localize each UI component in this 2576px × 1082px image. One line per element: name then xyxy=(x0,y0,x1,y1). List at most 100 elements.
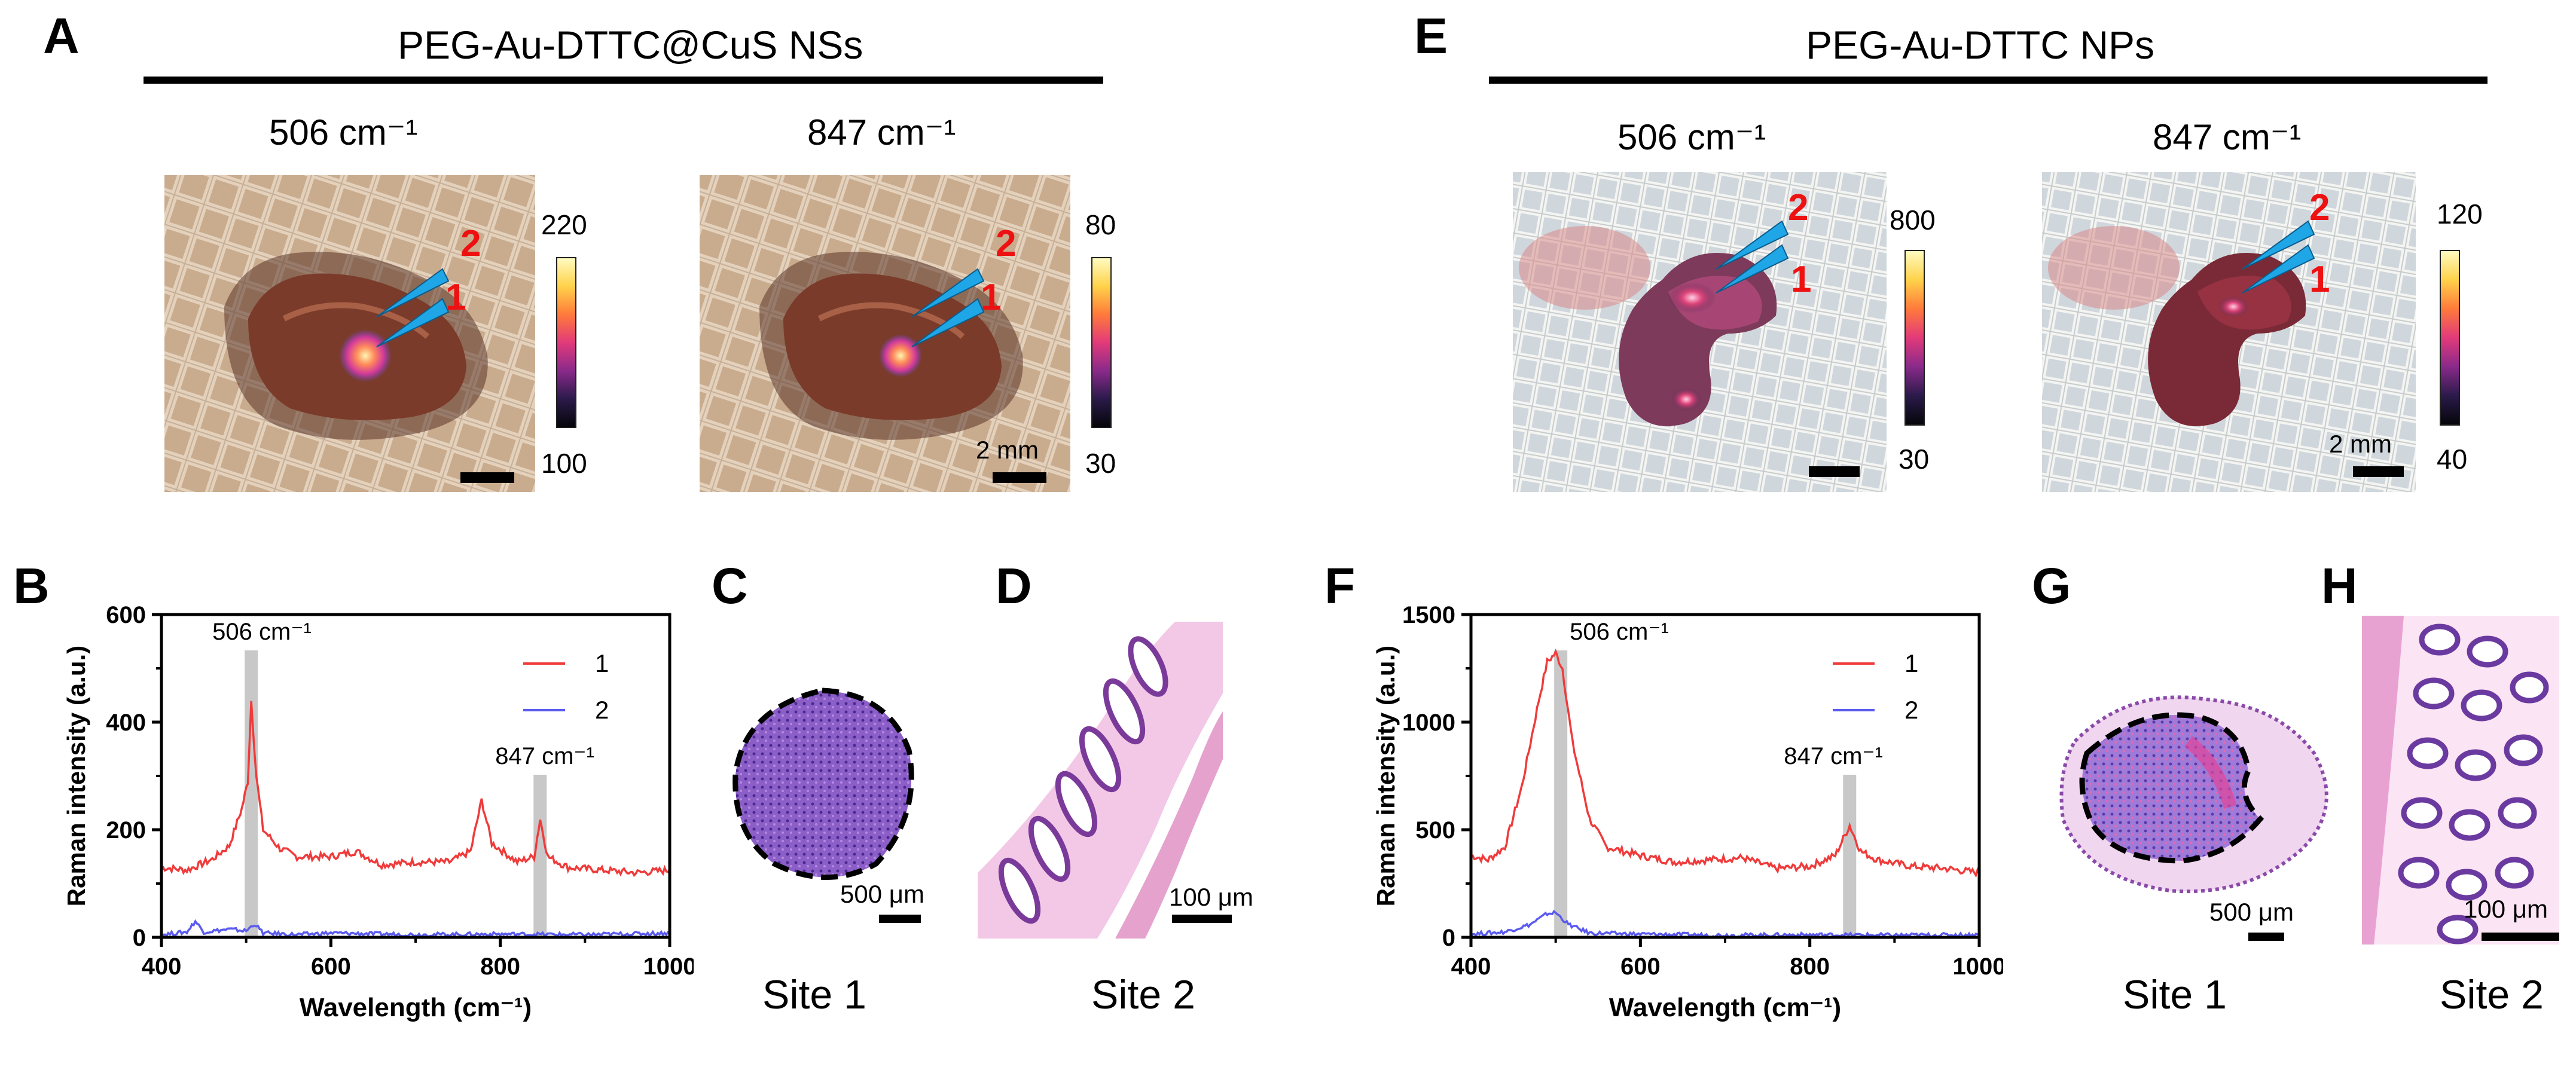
y-tick-label: 600 xyxy=(106,602,146,628)
panel-e-image1-scale-bar xyxy=(1809,466,1860,477)
panel-d-scale-bar xyxy=(1172,915,1232,923)
panel-c-scale-bar xyxy=(879,915,921,923)
panel-label-c: C xyxy=(712,558,748,614)
y-tick-label: 0 xyxy=(1442,925,1455,951)
raman-overlay-photo-e1 xyxy=(1513,172,1887,492)
panel-a-colorbar2-max: 80 xyxy=(1085,209,1116,240)
panel-label-e: E xyxy=(1414,8,1448,64)
panel-a-image2-marker-2: 2 xyxy=(996,223,1017,264)
panel-label-f: F xyxy=(1324,558,1356,614)
panel-g-scale-label: 500 μm xyxy=(2209,898,2294,926)
legend-label-2: 2 xyxy=(1904,696,1918,724)
panel-label-d: D xyxy=(996,558,1032,614)
panel-a-colorbar1 xyxy=(556,257,576,428)
panel-e-image2-scale-label: 2 mm xyxy=(2329,430,2392,458)
x-tick-label: 400 xyxy=(1451,953,1491,980)
annotation-847: 847 cm⁻¹ xyxy=(495,743,594,769)
annotation-847: 847 cm⁻¹ xyxy=(1784,743,1883,769)
panel-e-colorbar2-max: 120 xyxy=(2437,198,2483,230)
panel-a-image2-wavenumber: 847 cm⁻¹ xyxy=(807,112,956,152)
highlight-band-506 xyxy=(1554,650,1568,937)
y-tick-label: 0 xyxy=(133,925,146,951)
panel-g-site-label: Site 1 xyxy=(2123,972,2227,1017)
panel-a-image2-scale-bar xyxy=(993,472,1046,483)
panel-h-scale-label: 100 μm xyxy=(2464,895,2548,923)
legend-label-1: 1 xyxy=(1904,649,1918,677)
highlight-band-847 xyxy=(533,775,547,937)
panel-e-colorbar1 xyxy=(1904,250,1925,426)
panel-a-image2-arrows xyxy=(911,268,985,347)
panel-a-colorbar1-max: 220 xyxy=(541,209,587,240)
panel-e-image2-arrows xyxy=(2242,220,2315,294)
raman-overlay-photo-e2 xyxy=(2042,172,2416,492)
panel-a-colorbar2 xyxy=(1091,257,1112,428)
panel-label-a: A xyxy=(43,8,80,64)
panel-label-g: G xyxy=(2032,558,2071,614)
y-tick-label: 1000 xyxy=(1402,710,1455,736)
panel-e-image2-scale-bar xyxy=(2353,466,2404,477)
panel-e-colorbar2-min: 40 xyxy=(2437,444,2468,475)
panel-a-image1-marker-2: 2 xyxy=(460,223,481,264)
annotation-506: 506 cm⁻¹ xyxy=(1570,619,1669,645)
x-axis-label: Wavelength (cm⁻¹) xyxy=(300,993,532,1022)
highlight-band-506 xyxy=(245,650,258,937)
panel-a-image1-wavenumber: 506 cm⁻¹ xyxy=(269,112,418,152)
raman-overlay-photo-a1 xyxy=(164,175,535,492)
series-2-line xyxy=(1470,909,1980,939)
panel-d-site-label: Site 2 xyxy=(1091,972,1195,1017)
panel-a-image1-arrows xyxy=(376,268,450,347)
panel-a-image2-marker-1: 1 xyxy=(981,277,1002,318)
series-2-line xyxy=(160,919,670,939)
raman-overlay-photo-a2 xyxy=(700,175,1070,492)
histology-image-h xyxy=(2362,616,2559,945)
panel-a-image1-scale-bar xyxy=(460,472,514,483)
y-tick-label: 400 xyxy=(106,710,146,736)
panel-e-image1-marker-1: 1 xyxy=(1791,259,1812,300)
panel-a-colorbar1-min: 100 xyxy=(541,448,587,479)
panel-a-title: PEG-Au-DTTC@CuS NSs xyxy=(398,23,863,67)
panel-c-scale-label: 500 μm xyxy=(840,880,924,908)
series-1-line xyxy=(1470,648,1980,878)
panel-h-scale-bar xyxy=(2482,933,2559,941)
histology-image-g xyxy=(2051,670,2344,909)
panel-label-h: H xyxy=(2321,558,2358,614)
plot-frame xyxy=(160,613,672,939)
panel-e-image2-wavenumber: 847 cm⁻¹ xyxy=(2153,117,2302,157)
panel-h-site-label: Site 2 xyxy=(2440,972,2544,1017)
series-1-line xyxy=(161,701,671,878)
panel-e-image1-marker-2: 2 xyxy=(1788,187,1809,228)
x-axis-label: Wavelength (cm⁻¹) xyxy=(1609,993,1841,1022)
x-tick-label: 800 xyxy=(480,953,520,980)
panel-g-scale-bar xyxy=(2248,933,2284,941)
x-tick-label: 600 xyxy=(1620,953,1661,980)
raman-spectrum-chart-f: 400 600 800 1000 0 500 1000 1500 Wavelength (cm⁻… xyxy=(1372,602,2003,1022)
x-tick-label: 600 xyxy=(311,953,351,980)
histology-image-c xyxy=(727,684,924,888)
panel-e-title-rule xyxy=(1489,77,2488,84)
panel-e-image1-wavenumber: 506 cm⁻¹ xyxy=(1617,117,1766,157)
panel-a-image1-marker-1: 1 xyxy=(445,277,466,318)
x-tick-label: 800 xyxy=(1790,953,1830,980)
panel-c-site-label: Site 1 xyxy=(762,972,866,1017)
y-tick-label: 200 xyxy=(106,817,146,843)
panel-e-image2-marker-1: 1 xyxy=(2309,259,2330,300)
x-tick-label: 1000 xyxy=(1953,953,2003,980)
y-axis-label: Raman intensity (a.u.) xyxy=(1372,646,1400,906)
x-tick-label: 1000 xyxy=(643,953,694,980)
legend-label-2: 2 xyxy=(595,696,609,724)
panel-e-image2-marker-2: 2 xyxy=(2309,187,2330,228)
panel-a-image2-scale-label: 2 mm xyxy=(976,436,1039,464)
legend-label-1: 1 xyxy=(595,649,609,677)
x-tick-label: 400 xyxy=(142,953,182,980)
panel-e-image1-arrows xyxy=(1716,220,1789,294)
y-tick-label: 500 xyxy=(1415,817,1455,843)
y-tick-label: 1500 xyxy=(1402,602,1455,628)
panel-d-scale-label: 100 μm xyxy=(1169,883,1253,911)
highlight-band-847 xyxy=(1843,775,1857,937)
histology-image-d xyxy=(978,622,1223,939)
annotation-506: 506 cm⁻¹ xyxy=(212,619,312,645)
panel-a-colorbar2-min: 30 xyxy=(1085,448,1116,479)
raman-spectrum-chart-b: 400 600 800 1000 0 200 400 600 Wavelength (cm⁻¹)… xyxy=(62,602,694,1022)
panel-e-colorbar1-min: 30 xyxy=(1899,444,1930,475)
y-axis-label: Raman intensity (a.u.) xyxy=(62,646,90,906)
